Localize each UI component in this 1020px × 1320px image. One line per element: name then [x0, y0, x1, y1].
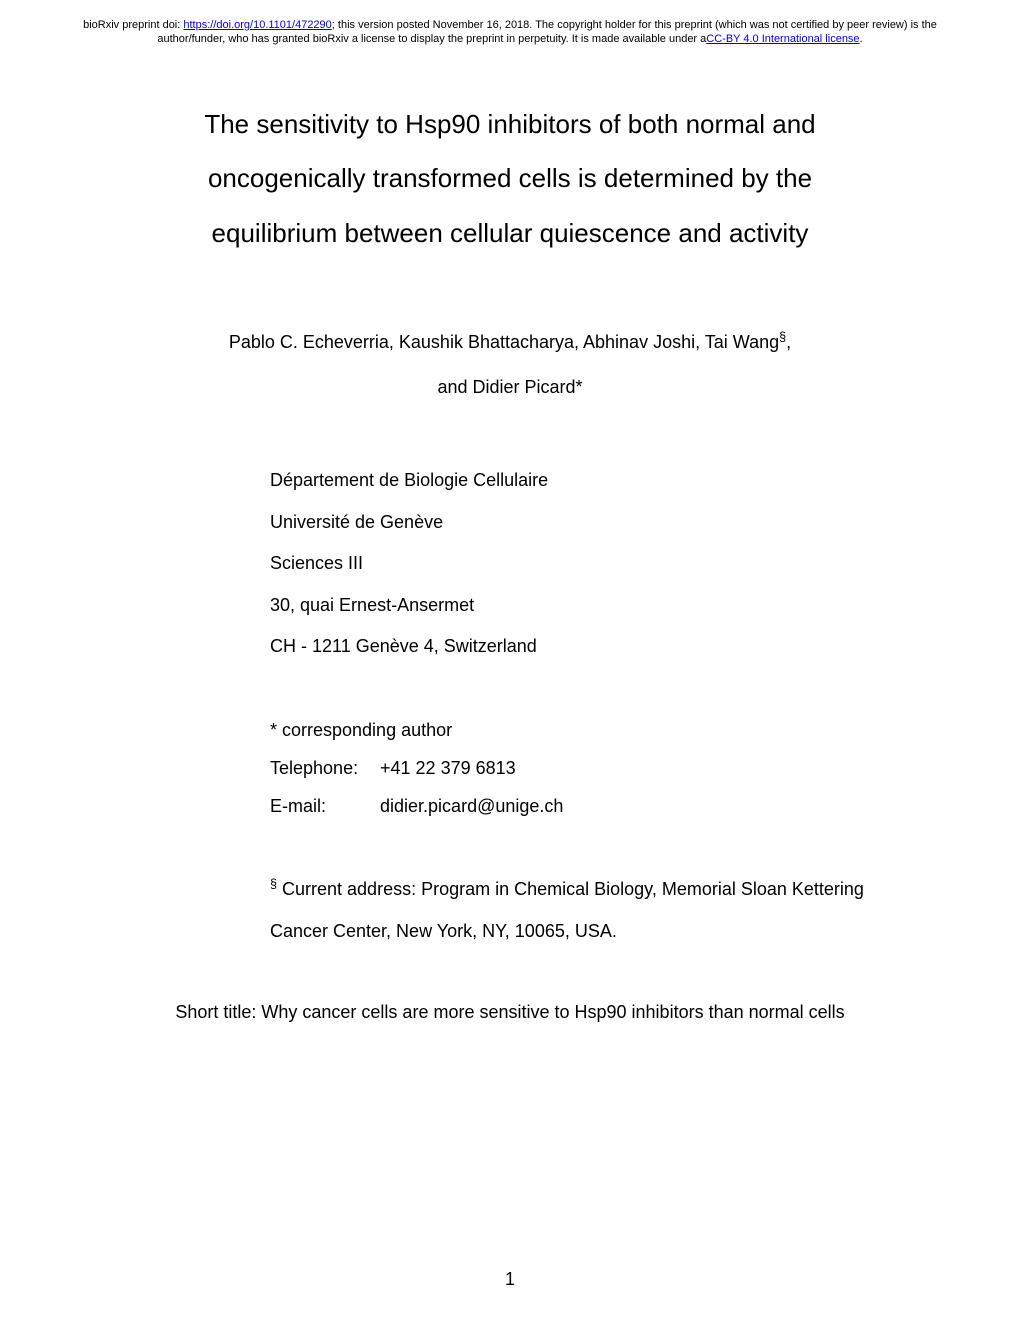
telephone-label: Telephone: — [270, 750, 375, 786]
telephone-row: Telephone: +41 22 379 6813 — [270, 750, 870, 786]
authors-comma: , — [786, 332, 791, 352]
content-area: The sensitivity to Hsp90 inhibitors of b… — [0, 47, 1020, 1024]
affiliation-city: CH - 1211 Genève 4, Switzerland — [270, 626, 870, 667]
telephone-value: +41 22 379 6813 — [380, 758, 516, 778]
header-suffix: . — [860, 33, 863, 45]
affiliation-building: Sciences III — [270, 543, 870, 584]
paper-title: The sensitivity to Hsp90 inhibitors of b… — [150, 97, 870, 261]
authors-line-2: and Didier Picard* — [150, 365, 870, 410]
title-line-1: The sensitivity to Hsp90 inhibitors of b… — [150, 97, 870, 152]
page-container: bioRxiv preprint doi: https://doi.org/10… — [0, 0, 1020, 1320]
affiliation-street: 30, quai Ernest-Ansermet — [270, 585, 870, 626]
affiliation-dept: Département de Biologie Cellulaire — [270, 460, 870, 501]
email-row: E-mail: didier.picard@unige.ch — [270, 788, 870, 824]
title-line-2: oncogenically transformed cells is deter… — [150, 151, 870, 206]
email-label: E-mail: — [270, 788, 375, 824]
doi-link[interactable]: https://doi.org/10.1101/472290 — [183, 19, 331, 31]
authors-block: Pablo C. Echeverria, Kaushik Bhattachary… — [150, 320, 870, 410]
title-line-3: equilibrium between cellular quiescence … — [150, 206, 870, 261]
corresponding-label: * corresponding author — [270, 712, 870, 748]
short-title: Short title: Why cancer cells are more s… — [170, 1002, 850, 1023]
authors-names: Pablo C. Echeverria, Kaushik Bhattachary… — [229, 332, 779, 352]
current-address-block: § Current address: Program in Chemical B… — [270, 869, 870, 952]
affiliation-university: Université de Genève — [270, 502, 870, 543]
preprint-header: bioRxiv preprint doi: https://doi.org/10… — [0, 0, 1020, 47]
current-address-text: Current address: Program in Chemical Bio… — [270, 879, 864, 940]
license-link[interactable]: CC-BY 4.0 International license — [706, 33, 859, 45]
footnote-symbol: § — [270, 877, 277, 891]
authors-line-1: Pablo C. Echeverria, Kaushik Bhattachary… — [150, 320, 870, 365]
affiliation-block: Département de Biologie Cellulaire Unive… — [270, 460, 870, 667]
corresponding-author-block: * corresponding author Telephone: +41 22… — [270, 712, 870, 824]
header-prefix: bioRxiv preprint doi: — [83, 19, 183, 31]
page-number: 1 — [0, 1269, 1020, 1290]
email-value: didier.picard@unige.ch — [380, 796, 563, 816]
